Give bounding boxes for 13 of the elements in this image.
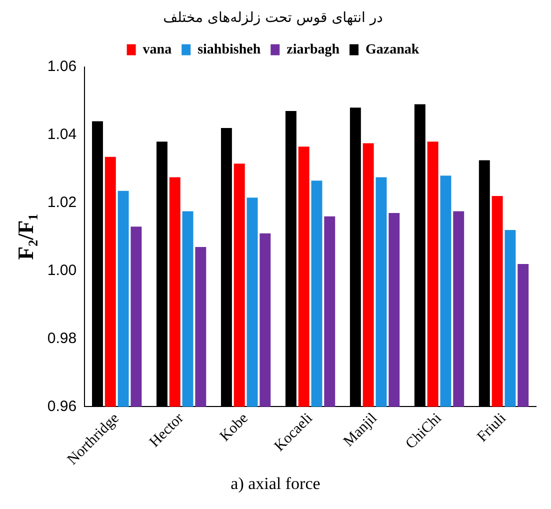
legend-label: Gazanak <box>366 42 420 58</box>
y-tick-label: 1.02 <box>47 194 77 211</box>
legend-label: siahbisheh <box>198 42 261 58</box>
y-tick-label: 1.00 <box>47 262 77 279</box>
legend-label: vana <box>142 42 172 58</box>
y-axis-title: F₂/F₁ <box>12 214 38 260</box>
legend-label: ziarbagh <box>286 42 340 58</box>
y-tick-label: 1.06 <box>47 58 77 75</box>
text: a) axial force <box>230 474 322 494</box>
y-tick-label: 1.04 <box>47 126 77 143</box>
y-tick-label: 0.96 <box>47 398 77 415</box>
y-tick-label: 0.98 <box>47 330 77 347</box>
chart-title: در انتهای قوس تحت زلزله‌های مختلف <box>163 10 383 26</box>
